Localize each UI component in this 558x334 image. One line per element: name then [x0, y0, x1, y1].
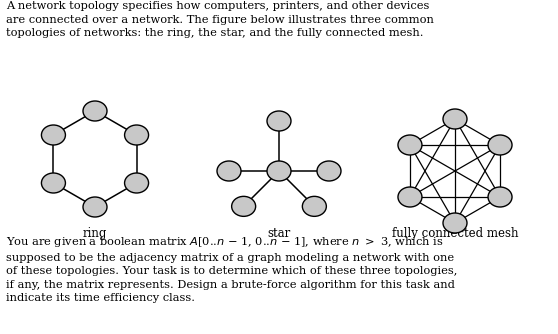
Ellipse shape: [398, 135, 422, 155]
Ellipse shape: [267, 161, 291, 181]
Ellipse shape: [83, 101, 107, 121]
Ellipse shape: [124, 173, 148, 193]
Ellipse shape: [267, 111, 291, 131]
Text: star: star: [267, 227, 291, 240]
Ellipse shape: [83, 197, 107, 217]
Ellipse shape: [317, 161, 341, 181]
Text: ring: ring: [83, 227, 107, 240]
Ellipse shape: [488, 187, 512, 207]
Ellipse shape: [302, 196, 326, 216]
Ellipse shape: [41, 173, 65, 193]
Ellipse shape: [443, 109, 467, 129]
Text: fully connected mesh: fully connected mesh: [392, 227, 518, 240]
Ellipse shape: [217, 161, 241, 181]
Ellipse shape: [488, 135, 512, 155]
Text: You are given a boolean matrix $A$[0..$n$ $-$ 1, 0..$n$ $-$ 1], where $n$ $>$ 3,: You are given a boolean matrix $A$[0..$n…: [6, 235, 458, 303]
Ellipse shape: [124, 125, 148, 145]
Ellipse shape: [443, 213, 467, 233]
Text: A network topology specifies how computers, printers, and other devices
are conn: A network topology specifies how compute…: [6, 1, 434, 38]
Ellipse shape: [41, 125, 65, 145]
Ellipse shape: [232, 196, 256, 216]
Ellipse shape: [398, 187, 422, 207]
